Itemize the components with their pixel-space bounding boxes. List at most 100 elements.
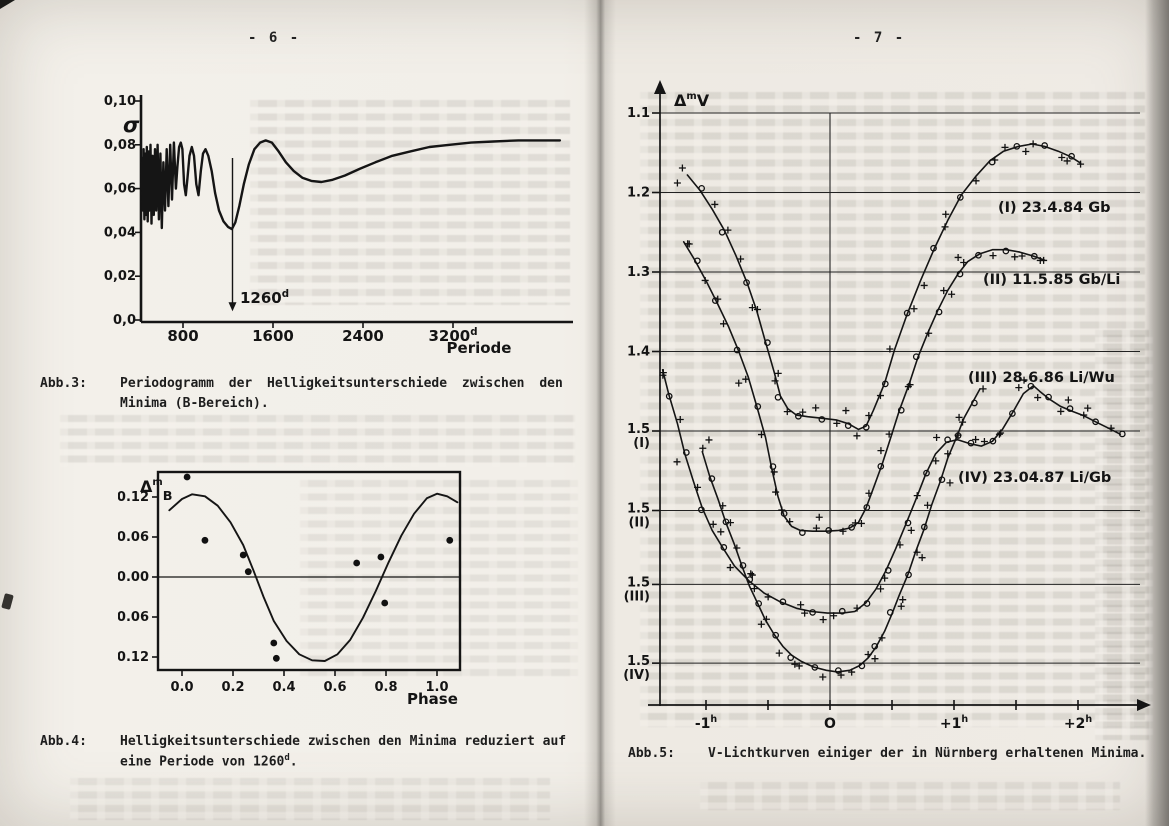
- data-point-plus: [724, 226, 732, 234]
- data-point-circle: [903, 309, 911, 317]
- x-tick-label: 800: [167, 327, 198, 345]
- data-point-plus: [1001, 143, 1009, 151]
- data-point-circle: [920, 523, 928, 531]
- data-point-plus: [997, 429, 1005, 437]
- figure-phase-plot-abb4: 0.0 0.2 0.4 0.6 0.8 1.0 0.12 0.06 0.00 -0.06 -0.12…: [118, 470, 462, 708]
- caption-text: Helligkeitsunterschiede zwischen den Min…: [120, 734, 567, 769]
- caption-label: Abb.4:: [40, 734, 87, 749]
- x-tick-label: +1h: [940, 714, 968, 732]
- data-point-plus: [726, 519, 734, 527]
- data-point-circle: [862, 423, 870, 431]
- data-point-circle: [877, 463, 885, 470]
- data-point-plus: [733, 544, 741, 552]
- y-tick-label: 1.2: [627, 186, 650, 201]
- data-point-plus: [933, 433, 941, 441]
- data-point-circle: [912, 353, 920, 361]
- x-tick-label: 0.4: [272, 680, 295, 695]
- data-point-circle: [799, 529, 806, 536]
- data-point-dot: [239, 551, 247, 559]
- data-point-circle: [769, 463, 777, 470]
- data-point-plus: [897, 602, 905, 610]
- data-point-plus: [678, 164, 686, 172]
- chart-fig3: -1h O +1h +2h 1.1 1.2 1.3 1.4 1.5 (I) 1.5 (II) 1.5 (I…: [623, 80, 1151, 732]
- data-point-plus: [959, 418, 967, 426]
- chart-fig1: 800 1600 2400 3200d 0,0 0,02 0,04 0,06 0,08 0,10 P…: [104, 94, 573, 355]
- data-point-plus: [762, 615, 770, 623]
- data-point-circle: [779, 598, 787, 606]
- data-point-plus: [853, 432, 861, 440]
- y-tick-label: 0,10: [104, 94, 136, 109]
- data-point-circle: [780, 510, 788, 517]
- data-point-plus: [709, 520, 717, 528]
- data-point-circle: [863, 600, 871, 607]
- curve-label-I: (I) 23.4.84 Gb: [998, 200, 1111, 216]
- data-point-circle: [975, 251, 982, 259]
- data-point-circle: [733, 346, 741, 354]
- y-tick-label: 0.12: [118, 490, 149, 505]
- data-point-plus: [771, 377, 779, 385]
- curve-IV: [701, 388, 981, 673]
- y-tick-label: 1.5 (II): [627, 502, 650, 531]
- data-point-circle: [1092, 418, 1099, 426]
- data-point-plus: [772, 488, 780, 496]
- data-point-plus: [913, 548, 921, 556]
- data-point-circle: [1009, 410, 1016, 417]
- scan-corner-mark: [0, 0, 15, 9]
- data-point-plus: [797, 601, 805, 609]
- figure5-caption: Abb.5: V-Lichtkurven einiger der in Nürnb…: [628, 744, 1163, 764]
- data-point-circle: [863, 504, 871, 511]
- data-point-plus: [946, 479, 954, 487]
- x-tick-label: O: [824, 716, 836, 732]
- figure4-caption: Abb.4: Helligkeitsunterschiede zwischen d…: [40, 732, 585, 771]
- data-point-plus: [920, 281, 928, 289]
- data-point-plus: [753, 305, 761, 313]
- y-tick-label: 1.5 (IV): [623, 654, 650, 683]
- data-point-circle: [1045, 393, 1052, 401]
- data-point-plus: [819, 616, 827, 624]
- data-point-plus: [955, 413, 963, 421]
- figure-lightcurves-abb5: -1h O +1h +2h 1.1 1.2 1.3 1.4 1.5 (I) 1.5 (II) 1.5 (I…: [623, 80, 1151, 732]
- y-tick-label: 0.06: [118, 530, 149, 545]
- data-point-plus: [853, 604, 861, 612]
- y-tick-label: 1.3: [627, 265, 650, 280]
- data-point-plus: [941, 223, 949, 231]
- x-tick-label: 1600: [252, 327, 294, 345]
- data-point-circle: [881, 380, 889, 388]
- data-point-plus: [913, 492, 921, 500]
- data-point-plus: [848, 668, 856, 676]
- data-point-plus: [1084, 404, 1092, 412]
- data-point-circle: [904, 519, 912, 527]
- data-point-circle: [1068, 152, 1075, 160]
- data-point-plus: [842, 407, 850, 415]
- svg-text:ΔmB: ΔmB: [140, 477, 172, 504]
- data-point-plus: [735, 379, 743, 387]
- data-point-plus: [717, 528, 725, 536]
- data-point-plus: [1011, 253, 1019, 261]
- caption-text: Periodogramm der Helligkeitsunterschiede…: [120, 376, 563, 411]
- data-point-plus: [775, 649, 783, 657]
- data-point-plus: [1064, 396, 1072, 404]
- data-point-circle: [944, 436, 951, 444]
- data-point-plus: [932, 457, 940, 465]
- data-point-circle: [1002, 247, 1010, 255]
- data-point-circle: [938, 476, 946, 484]
- curve-sigma: [140, 139, 562, 231]
- data-point-plus: [812, 404, 820, 412]
- data-point-circle: [720, 544, 728, 551]
- data-point-plus: [1063, 157, 1071, 165]
- data-point-plus: [960, 259, 968, 267]
- y-tick-label: 1.5 (I): [627, 422, 650, 451]
- data-point-plus: [876, 392, 884, 400]
- data-point-plus: [877, 585, 885, 593]
- data-point-plus: [1058, 154, 1066, 162]
- data-point-plus: [673, 179, 681, 187]
- data-point-plus: [830, 612, 838, 620]
- curve-label-II: (II) 11.5.85 Gb/Li: [983, 272, 1120, 288]
- data-point-plus: [925, 329, 933, 337]
- data-point-plus: [747, 570, 755, 578]
- data-point-plus: [659, 369, 667, 377]
- data-point-plus: [1057, 407, 1065, 415]
- curve-label-III: (III) 28.6.86 Li/Wu: [968, 370, 1115, 386]
- x-axis-title: Phase: [407, 690, 458, 708]
